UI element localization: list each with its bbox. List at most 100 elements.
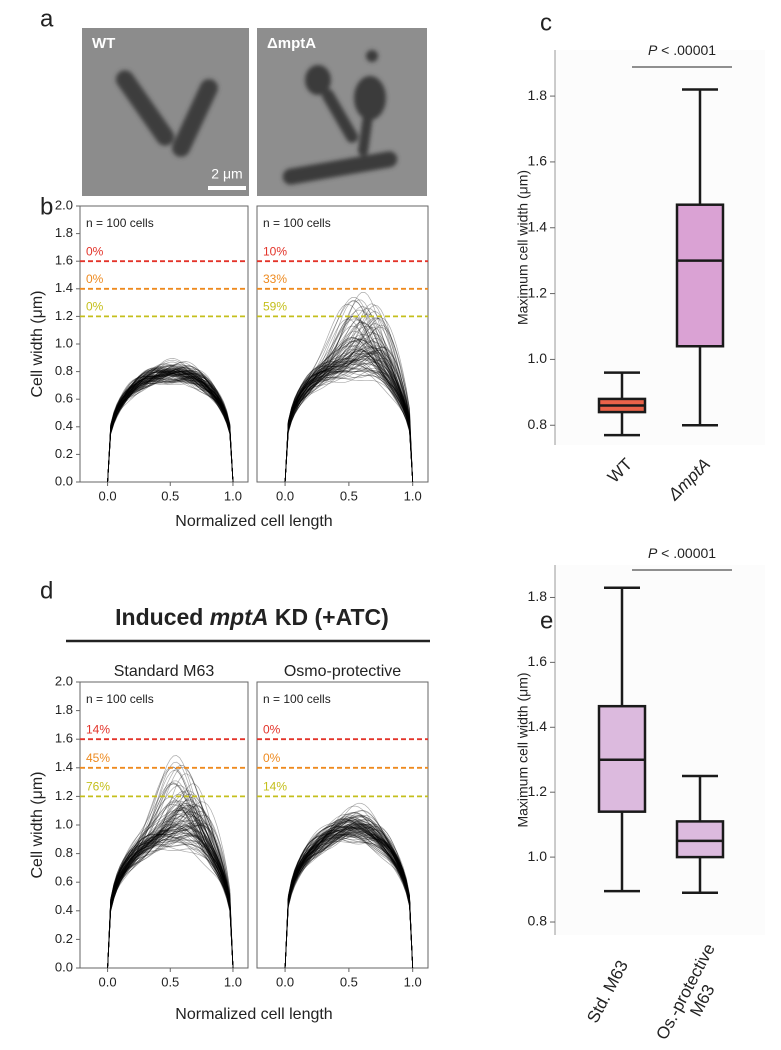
cell-profile (107, 800, 234, 968)
y-tick-label: 1.0 (528, 848, 548, 864)
annotation: n = 100 cells (263, 692, 331, 706)
cell-profile (284, 358, 414, 482)
cell-profile (107, 820, 234, 968)
y-tick-label: 0.4 (55, 902, 73, 917)
cell-profile (284, 823, 414, 968)
cell-profile (284, 292, 414, 482)
y-tick-label: 0.8 (55, 363, 73, 378)
threshold-percent: 14% (86, 722, 110, 736)
cell-profile (107, 359, 234, 482)
cell-profile (284, 821, 414, 968)
cell-profile (284, 359, 414, 482)
cell-profile (284, 357, 414, 482)
x-tick-label: 1.0 (224, 974, 242, 989)
cell-profile (107, 377, 234, 482)
cell-profile (107, 375, 234, 482)
cell-profile (284, 353, 414, 482)
cell-profile (284, 829, 414, 968)
x-tick-label: 1.0 (224, 488, 242, 503)
cell-profile (107, 377, 234, 482)
cell-profile (107, 793, 234, 968)
cell-profile (284, 826, 414, 968)
cell-profile (107, 377, 234, 482)
cell-profile (284, 832, 414, 968)
cell-profile (107, 366, 234, 482)
significance: P < .00001 (648, 545, 716, 561)
cell-profile (107, 371, 234, 482)
cell-profile (284, 352, 414, 482)
cell-profile (284, 318, 414, 482)
cell-profile (284, 821, 414, 968)
cell-profiles (107, 755, 234, 968)
cell-profile (284, 819, 414, 968)
cell-profile (107, 808, 234, 968)
cell-profile (107, 809, 234, 968)
cell-profile (107, 835, 234, 968)
cell-profile (284, 812, 414, 968)
cell-profile (107, 380, 234, 482)
y-tick-label: 1.8 (528, 588, 548, 604)
cell-profile (107, 811, 234, 968)
category-label: Std. M63 (583, 957, 632, 1026)
micrograph (82, 28, 249, 196)
cell-profile (107, 366, 234, 482)
cell-profile (107, 825, 234, 968)
cell-profile (107, 815, 234, 968)
cell-profile (107, 370, 234, 482)
category-label: WT (604, 455, 636, 487)
plot-frame (79, 205, 249, 483)
cell-profile (107, 374, 234, 482)
cell-profile (107, 828, 234, 968)
cell-profile (284, 347, 414, 482)
cell-profile (284, 836, 414, 968)
cell-profile (284, 360, 414, 482)
threshold-percent: 76% (86, 780, 110, 794)
cell-profile (107, 367, 234, 482)
cell-profile (107, 836, 234, 968)
cell-profile (107, 373, 234, 482)
cell-profile (107, 371, 234, 482)
x-tick-label: 0.5 (161, 974, 179, 989)
cell-profile (284, 831, 414, 968)
cell-profile (284, 349, 414, 482)
cell-profile (107, 370, 234, 482)
cell-profile (107, 371, 234, 482)
cell-profile (107, 363, 234, 482)
cell-profile (107, 829, 234, 968)
cell-profile (284, 359, 414, 482)
cell-profile (107, 802, 234, 968)
cell-profile (107, 370, 234, 482)
cell-profile (107, 790, 234, 968)
cell-profile (284, 837, 414, 968)
cell-profile (107, 373, 234, 482)
cell-profile (284, 347, 414, 482)
cell-profile (284, 334, 414, 482)
cell-profile (107, 796, 234, 968)
cell-profile (107, 371, 234, 482)
cell-profiles (284, 292, 414, 482)
y-tick-label: 2.0 (55, 673, 73, 688)
cell-profile (107, 766, 234, 968)
cell-profile (107, 798, 234, 968)
y-tick-label: 1.4 (55, 759, 73, 774)
cell-profile (284, 827, 414, 968)
cell-profile (107, 376, 234, 482)
cell-profile (284, 829, 414, 968)
cell-profile (107, 823, 234, 968)
cell-profile (107, 365, 234, 482)
cell-profile (284, 833, 414, 968)
cell-profile (284, 368, 414, 482)
cell-profile (284, 315, 414, 482)
cell-profile (284, 350, 414, 482)
cell-profile (284, 818, 414, 968)
panel-title: Induced mptA KD (+ATC) (115, 604, 389, 630)
x-tick-label: 0.0 (99, 488, 117, 503)
cell-profile (107, 810, 234, 968)
cell-profile (284, 360, 414, 482)
cell-profile (107, 832, 234, 968)
plot-frame (256, 205, 429, 483)
cell-profile (107, 783, 234, 968)
category-label: ΔmptA (664, 455, 714, 505)
cell-profile (107, 361, 234, 482)
cell-profile (284, 345, 414, 482)
